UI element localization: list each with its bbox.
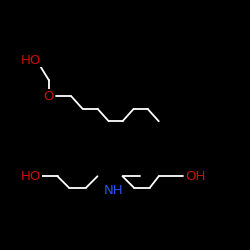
Text: NH: NH <box>104 184 124 196</box>
Text: OH: OH <box>185 170 206 183</box>
Text: O: O <box>44 90 54 103</box>
Text: HO: HO <box>21 54 42 66</box>
Text: HO: HO <box>21 170 42 183</box>
